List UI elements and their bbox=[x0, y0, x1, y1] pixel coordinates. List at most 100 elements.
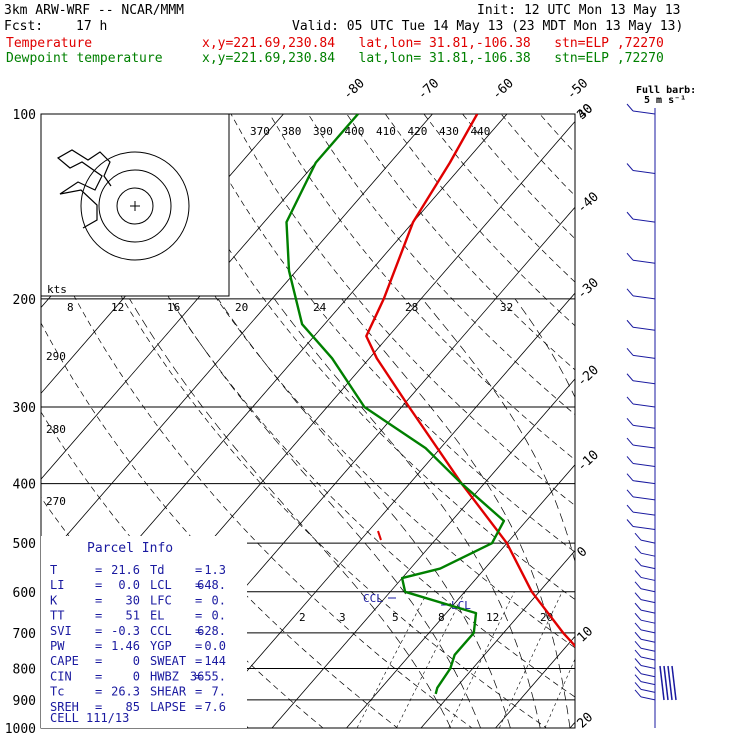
isotherm-line bbox=[41, 114, 359, 480]
parcel-info-panel: Parcel Info T = 21.6 Td = 1.3LI = 0.0 LCL =648.K =… bbox=[41, 536, 247, 728]
mixing-ratio-label: 3 bbox=[339, 611, 346, 624]
wind-barb bbox=[632, 525, 656, 530]
dry-adiabat-line bbox=[666, 86, 740, 740]
wind-barb bbox=[640, 629, 656, 634]
dry-adiabat-line bbox=[41, 227, 473, 728]
theta-label: 280 bbox=[46, 423, 66, 436]
wind-barb-flag bbox=[626, 473, 634, 481]
parcel-value: 648. bbox=[197, 578, 226, 592]
moist-adiabat-label: 32 bbox=[500, 301, 513, 314]
pressure-tick-label: 400 bbox=[13, 478, 36, 493]
dry-adiabat-line bbox=[591, 86, 740, 740]
parcel-equals: = bbox=[195, 685, 202, 699]
moist-adiabat-label: 24 bbox=[313, 301, 327, 314]
pressure-tick-label: 200 bbox=[13, 293, 36, 308]
wind-barb-flag bbox=[634, 612, 642, 621]
wind-barb bbox=[632, 170, 656, 174]
wind-barb bbox=[632, 218, 656, 223]
parcel-key: SVI bbox=[50, 624, 72, 638]
dry-adiabat-line bbox=[384, 114, 575, 327]
parcel-equals: = bbox=[95, 609, 102, 623]
moist-adiabat-line bbox=[514, 298, 575, 399]
isotherm-line bbox=[633, 86, 740, 740]
temperature-profile-line bbox=[365, 114, 575, 648]
moist-adiabat-line bbox=[341, 298, 571, 728]
wind-barb bbox=[632, 462, 656, 467]
isotherm-line bbox=[345, 464, 575, 728]
moist-adiabat-label: 20 bbox=[235, 301, 248, 314]
wind-barb bbox=[632, 480, 656, 485]
hodograph-trace bbox=[56, 149, 112, 229]
model-title: 3km ARW-WRF -- NCAR/MMM bbox=[4, 3, 185, 18]
wind-barb-flag bbox=[626, 437, 634, 446]
theta-label: 370 bbox=[250, 125, 270, 138]
parcel-equals: = bbox=[195, 609, 202, 623]
wind-barb-flag bbox=[626, 504, 634, 513]
diagram-frame bbox=[40, 113, 576, 729]
parcel-value: 0.0 bbox=[118, 578, 140, 592]
wind-barb-flag bbox=[634, 689, 642, 698]
hodograph-ring bbox=[80, 151, 190, 261]
parcel-equals: = bbox=[195, 669, 202, 683]
wind-barb bbox=[640, 656, 656, 661]
parcel-value: 0.0 bbox=[204, 639, 226, 653]
pressure-tick-label: 700 bbox=[13, 627, 36, 642]
pressure-tick-label: 800 bbox=[13, 662, 36, 677]
dry-adiabat-line bbox=[628, 86, 740, 740]
dry-adiabat-line bbox=[192, 114, 575, 553]
parcel-value: 21.6 bbox=[111, 563, 140, 577]
temperature-station-info: x,y=221.69,230.84 lat,lon= 31.81,-106.38… bbox=[202, 36, 664, 51]
parcel-value: 0 bbox=[133, 669, 140, 683]
parcel-key: LFC bbox=[150, 593, 172, 607]
wind-barb bbox=[640, 565, 656, 570]
theta-label: 410 bbox=[376, 125, 396, 138]
wind-barb-flag bbox=[634, 602, 642, 611]
parcel-key: LCL bbox=[150, 578, 172, 592]
wind-barb bbox=[632, 444, 656, 449]
parcel-value: 144 bbox=[204, 654, 226, 668]
temperature-legend-label: Temperature bbox=[6, 36, 93, 51]
theta-label: 290 bbox=[46, 350, 66, 363]
theta-label: 420 bbox=[408, 125, 428, 138]
wind-barb bbox=[632, 380, 656, 385]
wind-barb-flag bbox=[626, 373, 634, 382]
parcel-key: HWBZ bbox=[150, 669, 179, 683]
temperature-tick-label: -10 bbox=[574, 448, 601, 475]
temperature-tick-label: -20 bbox=[574, 363, 601, 390]
dry-adiabat-line bbox=[346, 114, 575, 371]
wind-barb bbox=[632, 110, 656, 115]
lcl-annotation: LCL bbox=[451, 599, 471, 612]
mixing-ratio-line bbox=[544, 658, 575, 728]
theta-label: 430 bbox=[439, 125, 459, 138]
parcel-equals: = bbox=[195, 563, 202, 577]
parcel-equals: = bbox=[95, 624, 102, 638]
wind-barb bbox=[640, 638, 656, 643]
mixing-ratio-label: 5 bbox=[392, 611, 399, 624]
parcel-key: CAPE bbox=[50, 654, 79, 668]
dewpoint-legend-label: Dewpoint temperature bbox=[6, 51, 163, 66]
moist-adiabat-line bbox=[421, 298, 575, 564]
wind-barb bbox=[640, 665, 656, 669]
barb-legend-title: Full barb: bbox=[636, 85, 696, 96]
parcel-equals: = bbox=[195, 578, 202, 592]
pressure-tick-label: 900 bbox=[13, 694, 36, 709]
temperature-tick-label: 20 bbox=[574, 710, 596, 732]
hodograph-ring bbox=[98, 169, 172, 243]
wind-barb bbox=[640, 599, 656, 604]
temperature-tick-label: -50 bbox=[564, 76, 591, 103]
theta-label: 440 bbox=[471, 125, 491, 138]
mixing-ratio-line bbox=[396, 591, 466, 728]
parcel-marker bbox=[377, 530, 382, 541]
theta-label: 380 bbox=[282, 125, 302, 138]
hodograph-ring bbox=[116, 187, 154, 225]
parcel-key: LAPSE bbox=[150, 700, 186, 714]
valid-time: Valid: 05 UTC Tue 14 May 13 (23 MDT Mon … bbox=[292, 19, 684, 34]
dry-adiabat-line bbox=[703, 86, 740, 740]
forecast-label: Fcst: bbox=[4, 19, 44, 34]
parcel-value: 3655. bbox=[190, 669, 226, 683]
parcel-key: TT bbox=[50, 609, 64, 623]
moist-adiabat-label: 28 bbox=[405, 301, 418, 314]
wind-barb bbox=[640, 696, 656, 701]
wind-barb bbox=[640, 673, 656, 678]
